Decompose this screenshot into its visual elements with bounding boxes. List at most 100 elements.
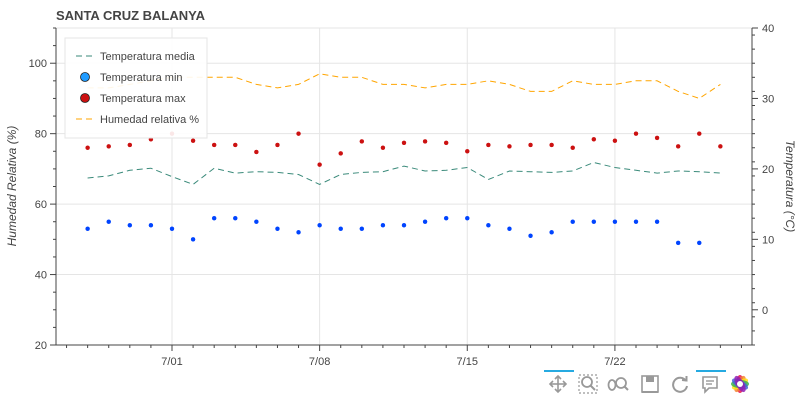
point-temperatura-max: [85, 145, 90, 151]
point-temperatura-min: [591, 219, 597, 224]
axes: 20 40 60 80 100 7/01 7/08 7/15 7/22 0 10 20 30 40: [29, 23, 775, 368]
point-temperatura-min: [338, 226, 343, 232]
point-temperatura-max: [486, 142, 491, 148]
toolbar: [544, 370, 754, 398]
wheel-zoom-tool[interactable]: [606, 372, 630, 396]
point-temperatura-min: [211, 215, 217, 221]
point-temperatura-min: [127, 222, 133, 228]
point-temperatura-max: [675, 144, 681, 149]
point-temperatura-max: [549, 142, 554, 148]
point-temperatura-min: [190, 237, 196, 242]
reset-icon: [672, 376, 688, 393]
box-zoom-icon: [578, 374, 598, 394]
point-temperatura-max: [359, 139, 365, 144]
left-tick-label: 100: [29, 58, 47, 70]
point-temperatura-max: [275, 142, 280, 148]
left-tick-label: 60: [35, 199, 47, 211]
series-line-temperatura-media: [87, 161, 721, 185]
point-temperatura-max: [654, 135, 660, 141]
point-temperatura-min: [275, 226, 280, 232]
point-temperatura-min: [507, 226, 512, 232]
legend-glyph-circle: [80, 93, 90, 103]
wheel-zoom-icon: [607, 377, 629, 391]
point-temperatura-min: [85, 226, 90, 232]
point-temperatura-max: [612, 138, 618, 143]
point-temperatura-min: [254, 219, 259, 224]
right-tick-label: 20: [762, 164, 774, 176]
point-temperatura-max: [507, 144, 512, 149]
legend-label: Temperatura media: [100, 51, 196, 63]
right-tick-label: 30: [762, 93, 774, 105]
point-temperatura-max: [570, 145, 575, 151]
point-temperatura-min: [233, 215, 238, 221]
reset-tool[interactable]: [668, 372, 692, 396]
point-temperatura-min: [697, 240, 702, 246]
right-tick-label: 40: [762, 23, 774, 35]
point-temperatura-min: [612, 219, 618, 224]
legend-label: Temperatura max: [100, 93, 186, 105]
point-temperatura-max: [127, 142, 133, 148]
hover-tool[interactable]: [696, 370, 726, 396]
point-temperatura-max: [591, 137, 597, 142]
pan-tool[interactable]: [544, 370, 574, 396]
legend-glyph-circle: [80, 72, 90, 82]
pan-tool-active-indicator: [544, 370, 574, 372]
point-temperatura-max: [254, 149, 259, 155]
x-tick-label: 7/01: [161, 356, 182, 368]
point-temperatura-max: [338, 151, 343, 156]
pan-icon: [548, 374, 568, 394]
x-tick-label: 7/22: [604, 356, 625, 368]
chart-title: SANTA CRUZ BALANYA: [56, 8, 206, 23]
point-temperatura-min: [106, 219, 111, 224]
left-tick-label: 80: [35, 129, 47, 141]
point-temperatura-min: [549, 230, 554, 235]
point-temperatura-max: [106, 144, 111, 149]
point-temperatura-max: [380, 145, 386, 151]
point-temperatura-min: [148, 222, 154, 228]
save-icon: [641, 375, 659, 393]
bokeh-logo-link[interactable]: [728, 372, 752, 396]
point-temperatura-min: [675, 240, 681, 246]
hover-icon: [702, 376, 718, 394]
point-temperatura-min: [401, 222, 407, 228]
left-tick-label: 40: [35, 270, 47, 282]
legend-label: Temperatura min: [100, 72, 183, 84]
point-temperatura-max: [718, 144, 723, 149]
point-temperatura-min: [486, 222, 491, 228]
point-temperatura-min: [654, 219, 660, 224]
point-temperatura-min: [528, 233, 533, 239]
point-temperatura-max: [296, 131, 301, 136]
series-layer: [85, 73, 723, 246]
point-temperatura-max: [443, 140, 449, 146]
point-temperatura-max: [233, 142, 238, 148]
box-zoom-tool[interactable]: [576, 372, 600, 396]
point-temperatura-min: [296, 230, 301, 235]
point-temperatura-min: [465, 215, 470, 221]
right-axis-label: Temperatura (°C): [783, 140, 797, 232]
left-tick-label: 20: [35, 340, 47, 352]
left-axis-label: Humedad Relativa (%): [5, 126, 19, 247]
point-temperatura-min: [633, 219, 639, 224]
x-tick-label: 7/15: [457, 356, 478, 368]
point-temperatura-min: [422, 219, 428, 224]
legend-box: [64, 37, 208, 139]
right-tick-label: 10: [762, 234, 774, 246]
point-temperatura-max: [528, 142, 533, 148]
right-tick-label: 0: [762, 305, 768, 317]
point-temperatura-max: [697, 131, 702, 136]
bokeh-logo: [731, 375, 749, 393]
save-tool[interactable]: [638, 372, 662, 396]
point-temperatura-max: [190, 138, 196, 143]
series-line-humedad-relativa: [87, 73, 721, 99]
point-temperatura-min: [570, 219, 575, 224]
point-temperatura-min: [359, 226, 365, 232]
point-temperatura-max: [317, 162, 322, 167]
point-temperatura-max: [465, 149, 470, 154]
point-temperatura-max: [633, 131, 639, 136]
point-temperatura-min: [380, 222, 386, 228]
point-temperatura-min: [317, 222, 322, 228]
point-temperatura-max: [211, 142, 217, 148]
x-tick-label: 7/08: [309, 356, 330, 368]
point-temperatura-min: [169, 226, 175, 232]
